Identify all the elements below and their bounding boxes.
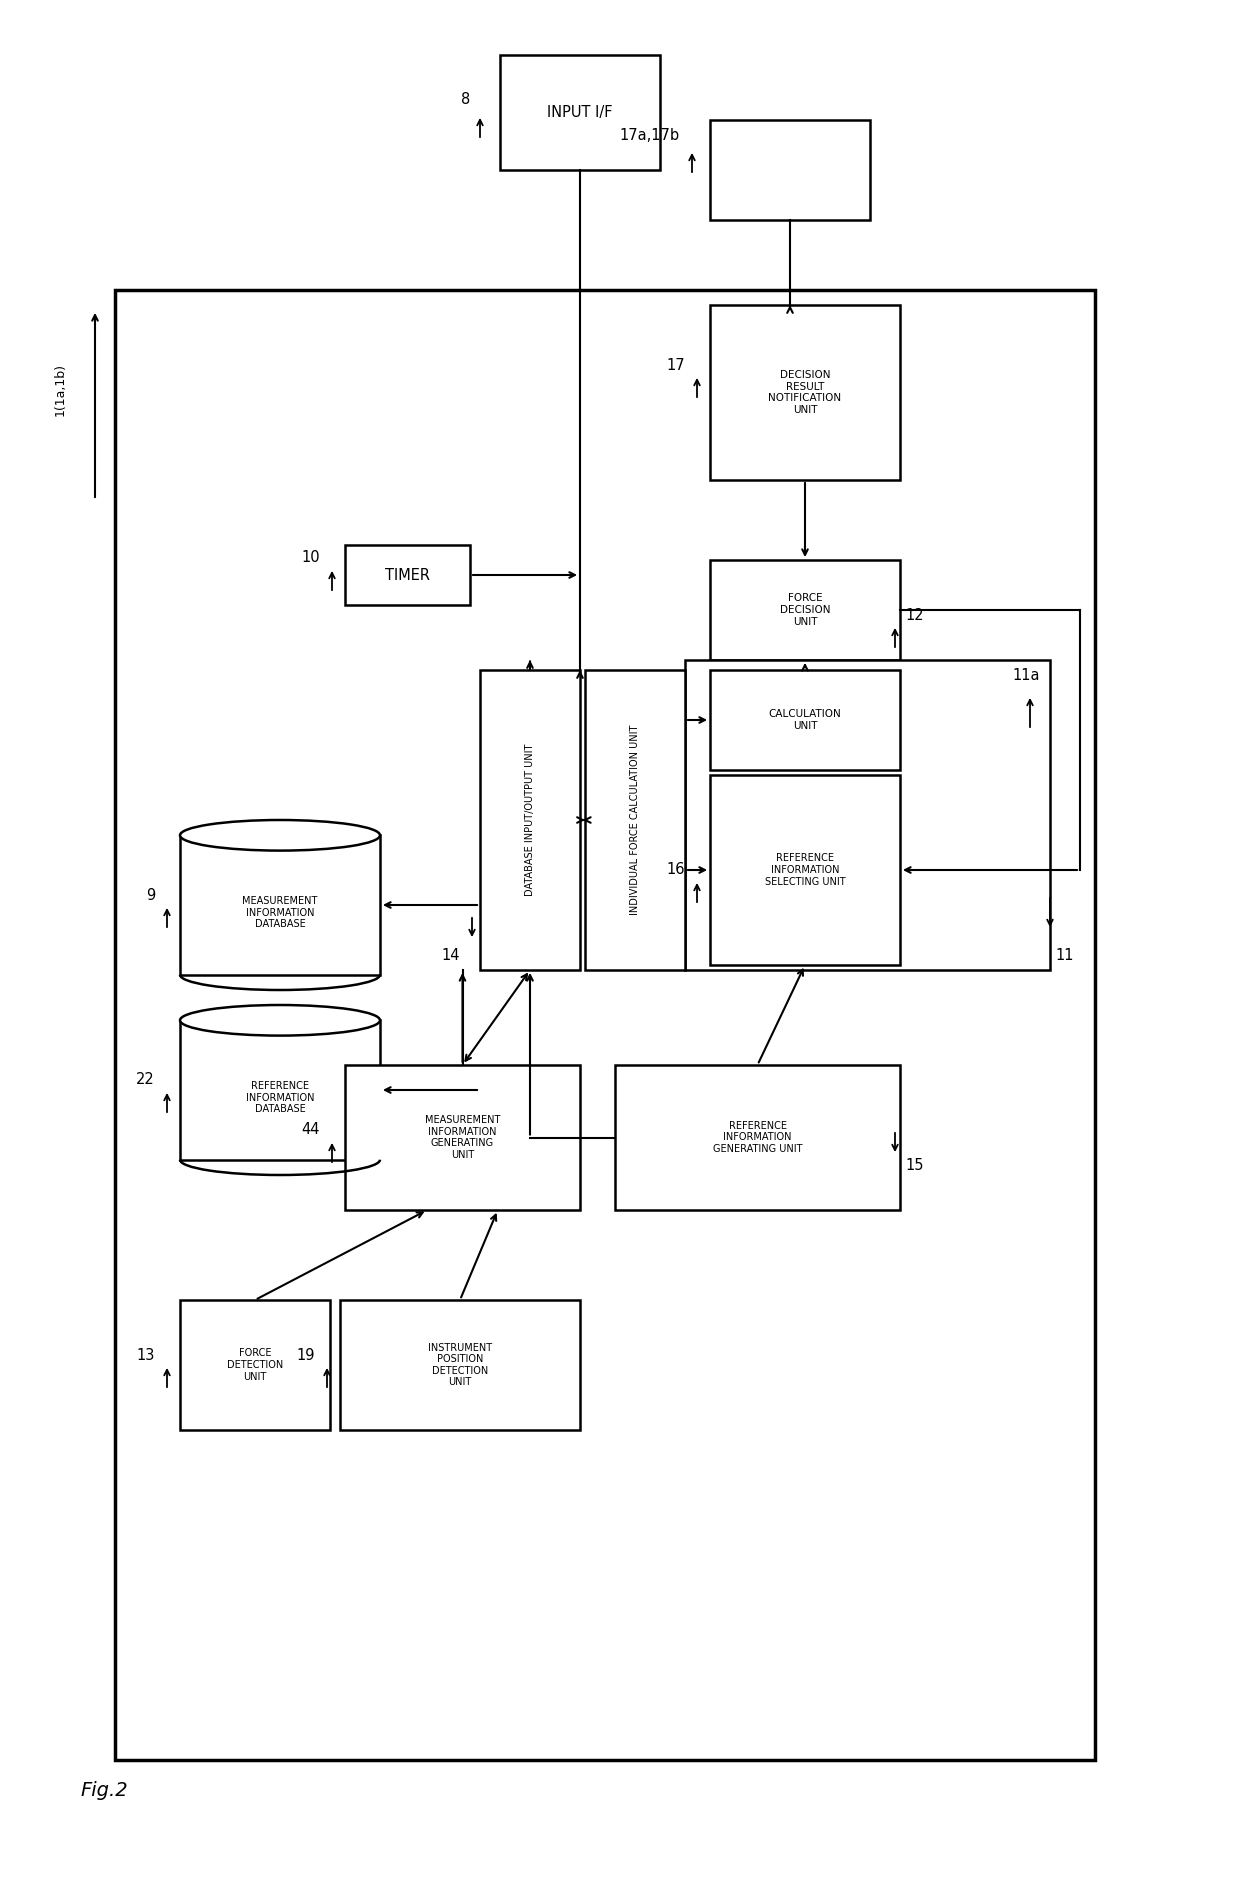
Bar (500, 55, 660, 170)
Text: 9: 9 (146, 887, 155, 902)
Text: 19: 19 (296, 1347, 315, 1362)
Text: MEASUREMENT
INFORMATION
DATABASE: MEASUREMENT INFORMATION DATABASE (242, 897, 317, 929)
Text: DATABASE INPUT/OUTPUT UNIT: DATABASE INPUT/OUTPUT UNIT (525, 744, 534, 897)
Bar (180, 1021, 379, 1161)
Text: 16: 16 (667, 863, 684, 878)
Text: 17: 17 (666, 358, 684, 373)
Bar (345, 1064, 580, 1210)
Text: 8: 8 (461, 92, 470, 107)
Text: 11a: 11a (1013, 667, 1040, 682)
Text: INSTRUMENT
POSITION
DETECTION
UNIT: INSTRUMENT POSITION DETECTION UNIT (428, 1343, 492, 1387)
Text: INPUT I/F: INPUT I/F (547, 106, 613, 121)
Bar (711, 121, 870, 220)
Text: Fig.2: Fig.2 (81, 1780, 128, 1799)
Text: MEASUREMENT
INFORMATION
GENERATING
UNIT: MEASUREMENT INFORMATION GENERATING UNIT (425, 1115, 500, 1161)
Text: 11: 11 (1055, 948, 1074, 963)
Text: DECISION
RESULT
NOTIFICATION
UNIT: DECISION RESULT NOTIFICATION UNIT (769, 369, 842, 414)
Bar (711, 305, 900, 480)
Ellipse shape (180, 820, 379, 850)
Text: CALCULATION
UNIT: CALCULATION UNIT (769, 708, 842, 731)
Text: 14: 14 (441, 948, 460, 963)
Text: REFERENCE
INFORMATION
SELECTING UNIT: REFERENCE INFORMATION SELECTING UNIT (765, 853, 846, 887)
Bar (711, 560, 900, 659)
Text: FORCE
DECISION
UNIT: FORCE DECISION UNIT (780, 593, 831, 627)
Text: 13: 13 (136, 1347, 155, 1362)
Text: 15: 15 (905, 1157, 924, 1172)
Text: REFERENCE
INFORMATION
DATABASE: REFERENCE INFORMATION DATABASE (246, 1081, 314, 1113)
Bar (615, 1064, 900, 1210)
Text: 12: 12 (905, 607, 924, 622)
Text: 10: 10 (301, 550, 320, 565)
Bar (340, 1300, 580, 1430)
Bar (345, 544, 470, 605)
Text: 17a,17b: 17a,17b (620, 128, 680, 143)
Bar (684, 659, 1050, 970)
Text: 44: 44 (301, 1123, 320, 1138)
Text: 1(1a,1b): 1(1a,1b) (53, 364, 67, 416)
Bar (711, 774, 900, 965)
Text: REFERENCE
INFORMATION
GENERATING UNIT: REFERENCE INFORMATION GENERATING UNIT (713, 1121, 802, 1155)
Bar (180, 1300, 330, 1430)
Bar (480, 671, 580, 970)
Text: INDIVIDUAL FORCE CALCULATION UNIT: INDIVIDUAL FORCE CALCULATION UNIT (630, 725, 640, 916)
Bar (115, 290, 1095, 1760)
Bar (711, 671, 900, 771)
Ellipse shape (180, 1004, 379, 1036)
Text: 22: 22 (136, 1072, 155, 1087)
Bar (585, 671, 684, 970)
Text: TIMER: TIMER (384, 567, 430, 582)
Bar (180, 835, 379, 974)
Text: FORCE
DETECTION
UNIT: FORCE DETECTION UNIT (227, 1349, 283, 1381)
